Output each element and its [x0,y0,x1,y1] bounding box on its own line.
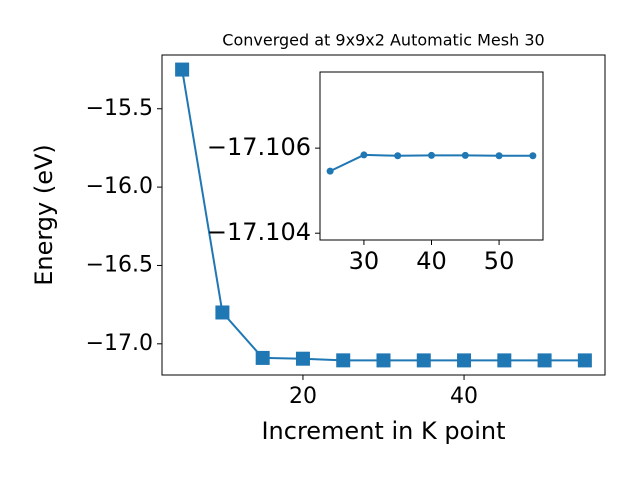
y-tick-label: −15.5 [86,96,153,121]
x-tick-label: 40 [450,384,478,409]
y-axis-label: Energy (eV) [30,144,58,286]
marker [416,353,431,368]
marker [497,353,512,368]
marker [577,353,592,368]
marker [255,350,270,365]
x-tick-label: 40 [416,247,447,275]
marker [360,151,368,159]
marker [529,152,537,160]
marker [326,167,334,175]
marker [457,353,472,368]
marker [495,152,503,160]
y-tick-label: −16.5 [86,252,153,277]
y-tick-label: −16.0 [86,174,153,199]
marker [461,151,469,159]
marker [175,62,190,77]
x-tick-label: 50 [484,247,515,275]
marker [376,353,391,368]
y-tick-label: −17.0 [86,331,153,356]
chart-title: Converged at 9x9x2 Automatic Mesh 30 [222,31,544,50]
x-axis-label: Increment in K point [261,417,505,445]
marker [537,353,552,368]
marker [215,305,230,320]
x-tick-label: 30 [349,247,380,275]
marker [336,353,351,368]
marker [295,351,310,366]
marker [428,151,435,159]
y-tick-label: −17.104 [207,218,311,246]
y-tick-label: −17.106 [207,133,311,161]
x-tick-label: 20 [289,384,317,409]
marker [394,152,402,160]
